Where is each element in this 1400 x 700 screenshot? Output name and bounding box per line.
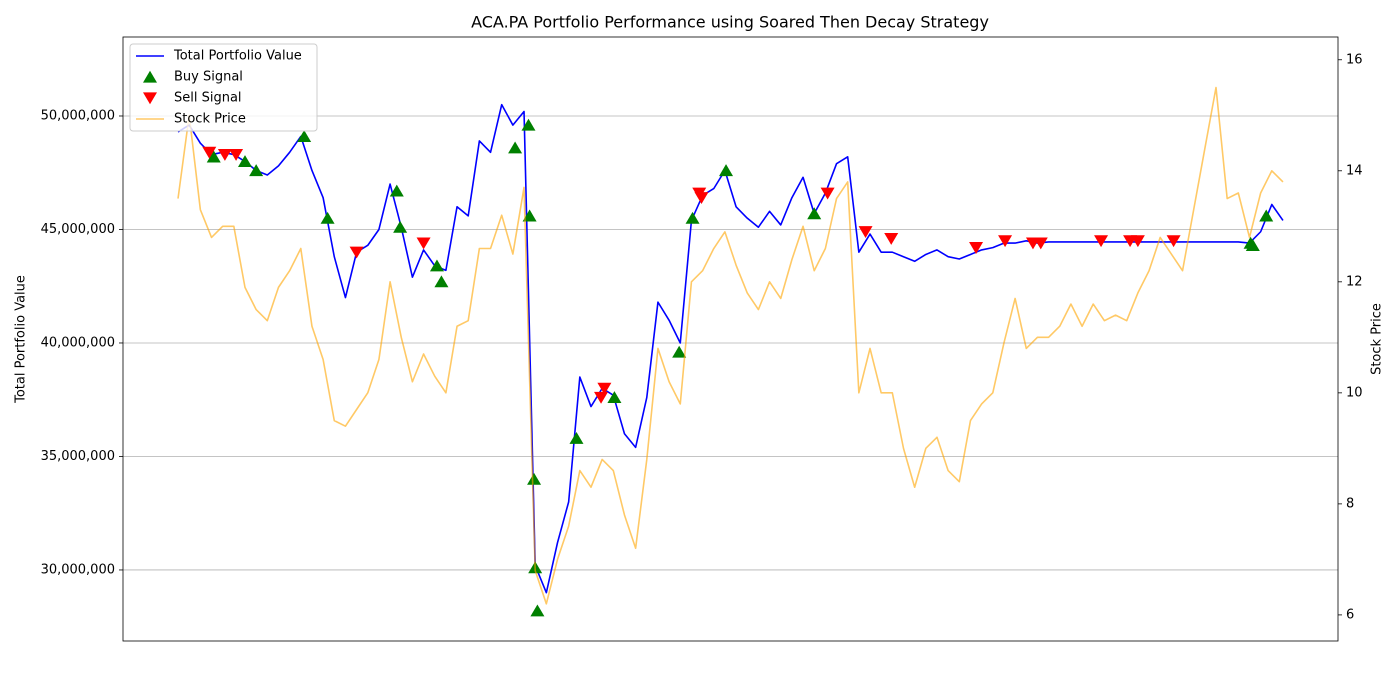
signal-marker	[1259, 209, 1274, 222]
signal-marker	[719, 164, 734, 177]
y2-axis-label: Stock Price	[1370, 303, 1385, 375]
chart-title: ACA.PA Portfolio Performance using Soare…	[471, 13, 989, 32]
legend-swatch	[143, 70, 157, 83]
signal-marker	[820, 187, 835, 200]
signal-marker	[429, 259, 444, 272]
signal-marker	[597, 382, 612, 395]
signal-marker	[594, 391, 609, 404]
legend-label: Sell Signal	[174, 91, 242, 106]
legend-swatch	[143, 92, 157, 105]
signal-marker	[969, 242, 984, 254]
y2-tick-label: 12	[1346, 274, 1363, 289]
legend-label: Buy Signal	[174, 70, 243, 85]
signal-marker	[522, 209, 537, 222]
y2-tick-label: 10	[1346, 385, 1363, 400]
legend-box	[129, 43, 318, 132]
signal-marker	[858, 226, 873, 239]
signal-marker	[393, 220, 408, 233]
signal-marker	[530, 604, 545, 617]
legend-label: Stock Price	[174, 112, 246, 127]
plot-frame	[122, 36, 1339, 642]
signal-marker	[694, 192, 709, 205]
y2-tick-label: 6	[1346, 607, 1354, 622]
y-tick-label: 50,000,000	[41, 108, 115, 123]
y-tick-label: 45,000,000	[41, 222, 115, 237]
signal-marker	[1130, 235, 1145, 248]
signal-marker	[297, 130, 312, 143]
signal-marker	[217, 148, 232, 161]
signal-marker	[349, 246, 364, 259]
signal-marker	[206, 150, 221, 163]
signal-marker	[527, 472, 542, 485]
signal-marker	[569, 432, 584, 444]
line-y2	[177, 86, 1284, 605]
signal-marker	[508, 141, 523, 154]
signal-marker	[672, 345, 687, 358]
signal-marker	[884, 232, 899, 245]
signal-marker	[1033, 237, 1048, 250]
y-tick-label: 30,000,000	[41, 562, 115, 577]
y2-tick-label: 16	[1346, 52, 1363, 67]
legend-label: Total Portfolio Value	[173, 49, 302, 64]
y2-tick-label: 14	[1346, 163, 1363, 178]
signal-marker	[1166, 235, 1181, 248]
signal-marker	[607, 391, 622, 404]
signal-marker	[685, 211, 700, 224]
y-axis-label: Total Portfolio Value	[14, 275, 29, 404]
signal-marker	[807, 207, 822, 220]
signal-marker	[434, 275, 449, 288]
y-tick-label: 35,000,000	[41, 449, 115, 464]
signal-marker	[237, 155, 252, 167]
signal-marker	[202, 146, 217, 159]
signal-marker	[1245, 239, 1260, 251]
y-tick-label: 40,000,000	[41, 335, 115, 350]
y2-tick-label: 8	[1346, 496, 1354, 511]
signal-marker	[1094, 235, 1109, 248]
signal-marker	[998, 235, 1013, 248]
signal-marker	[249, 164, 264, 177]
signal-marker	[389, 184, 404, 197]
signal-marker	[521, 118, 536, 131]
signal-marker	[416, 237, 431, 250]
signal-marker	[229, 148, 244, 161]
signal-marker	[320, 211, 335, 224]
